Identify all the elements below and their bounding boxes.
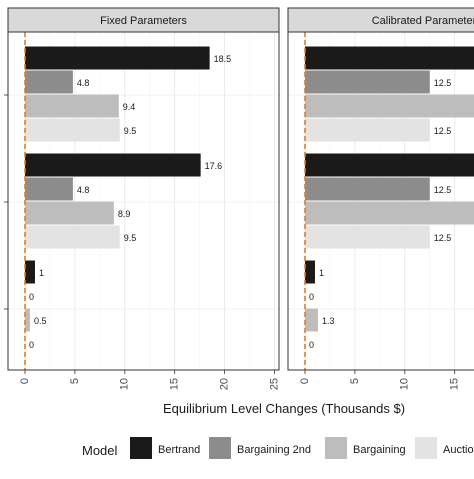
panel-strip: [287, 7, 474, 33]
x-tick-label: 25: [268, 378, 280, 390]
bar: [25, 308, 30, 332]
bar-value-label: 0.5: [34, 316, 47, 326]
bar-value-label: 18.5: [214, 54, 232, 64]
bar: [305, 201, 474, 225]
panel-border: [7, 31, 280, 371]
bar-value-label: 17.6: [205, 161, 223, 171]
panel-title: Calibrated Parameter: [372, 15, 474, 27]
bar-value-label: 9.4: [123, 102, 136, 112]
bar-value-label: 1: [319, 268, 324, 278]
bar: [305, 70, 430, 94]
legend-label: Bargaining: [353, 444, 406, 456]
bar-value-label: 4.8: [77, 78, 90, 88]
bar: [305, 177, 430, 201]
bar: [305, 46, 474, 70]
bar-value-label: 0: [309, 340, 314, 350]
bar-value-label: 8.9: [118, 209, 131, 219]
bar: [305, 118, 430, 142]
bar: [25, 260, 35, 284]
x-axis-title: Equilibrium Level Changes (Thousands $): [163, 401, 405, 416]
bar-value-label: 0: [29, 340, 34, 350]
legend-swatch: [209, 437, 231, 459]
bar-value-label: 12.5: [434, 233, 452, 243]
x-tick-label: 15: [169, 378, 181, 390]
legend-swatch: [415, 437, 437, 459]
x-tick-label: 5: [69, 378, 81, 384]
bar: [305, 153, 474, 177]
legend-label: Bertrand: [158, 444, 200, 456]
legend-swatch: [325, 437, 347, 459]
panel-strip: [7, 7, 280, 33]
bar: [305, 260, 315, 284]
bar: [25, 118, 120, 142]
bar: [25, 225, 120, 249]
x-tick-label: 20: [219, 378, 231, 390]
bar-value-label: 1.3: [322, 316, 335, 326]
panel-title: Fixed Parameters: [100, 15, 187, 27]
legend-label: Auctio: [443, 444, 474, 456]
bar: [305, 225, 430, 249]
bar-value-label: 12.5: [434, 78, 452, 88]
bar-value-label: 1: [39, 268, 44, 278]
panel-border: [287, 31, 474, 371]
legend-title: Model: [82, 443, 118, 458]
x-tick-label: 10: [119, 378, 131, 390]
x-tick-label: 10: [399, 378, 411, 390]
legend-swatch: [130, 437, 152, 459]
bar: [25, 94, 119, 118]
bar: [25, 153, 201, 177]
bar-value-label: 0: [29, 292, 34, 302]
x-tick-label: 0: [299, 378, 311, 384]
bar-value-label: 0: [309, 292, 314, 302]
bar: [305, 94, 474, 118]
bar-value-label: 9.5: [124, 233, 137, 243]
bar: [25, 70, 73, 94]
bar-value-label: 12.5: [434, 126, 452, 136]
x-tick-label: 15: [449, 378, 461, 390]
bar-value-label: 9.5: [124, 126, 137, 136]
bar: [25, 46, 210, 70]
bar: [25, 177, 73, 201]
bar: [25, 201, 114, 225]
bar: [305, 308, 318, 332]
x-tick-label: 0: [19, 378, 31, 384]
legend-label: Bargaining 2nd: [237, 444, 311, 456]
bar-value-label: 12.5: [434, 185, 452, 195]
x-tick-label: 5: [349, 378, 361, 384]
bar-value-label: 4.8: [77, 185, 90, 195]
